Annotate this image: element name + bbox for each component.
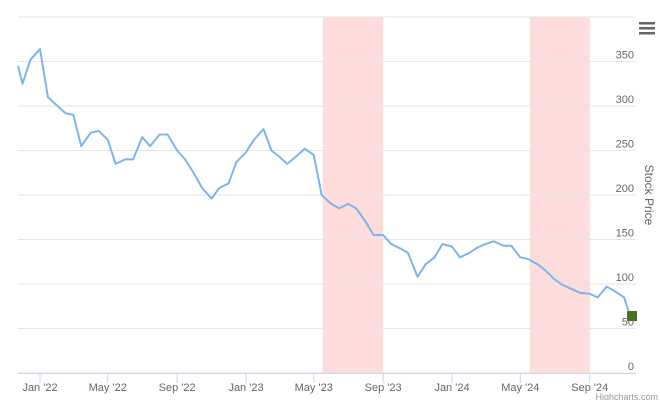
y-axis-title: Stock Price: [642, 165, 656, 226]
x-tick-label: Sep '24: [571, 382, 608, 394]
menu-icon[interactable]: [639, 22, 655, 35]
series-line: [17, 48, 633, 317]
x-tick-label: Sep '23: [365, 382, 402, 394]
x-tick-label: Jan '24: [434, 382, 469, 394]
menu-bar: [639, 22, 655, 25]
y-tick-label: 300: [616, 94, 634, 106]
menu-bar: [639, 32, 655, 35]
x-tick-label: Jan '22: [22, 382, 57, 394]
x-tick-label: Sep '22: [159, 382, 196, 394]
x-tick-label: May '22: [89, 382, 127, 394]
x-tick-label: May '24: [501, 382, 539, 394]
menu-bar: [639, 27, 655, 30]
y-tick-label: 350: [616, 49, 634, 61]
y-tick-label: 100: [616, 272, 634, 284]
y-tick-label: 150: [616, 227, 634, 239]
x-tick-label: May '23: [295, 382, 333, 394]
credits: Highcharts.com: [595, 392, 658, 400]
y-tick-label: 200: [616, 183, 634, 195]
y-tick-label: 0: [628, 361, 634, 373]
x-tick-label: Jan '23: [228, 382, 263, 394]
y-tick-label: 250: [616, 138, 634, 150]
last-point-marker: [627, 311, 638, 322]
